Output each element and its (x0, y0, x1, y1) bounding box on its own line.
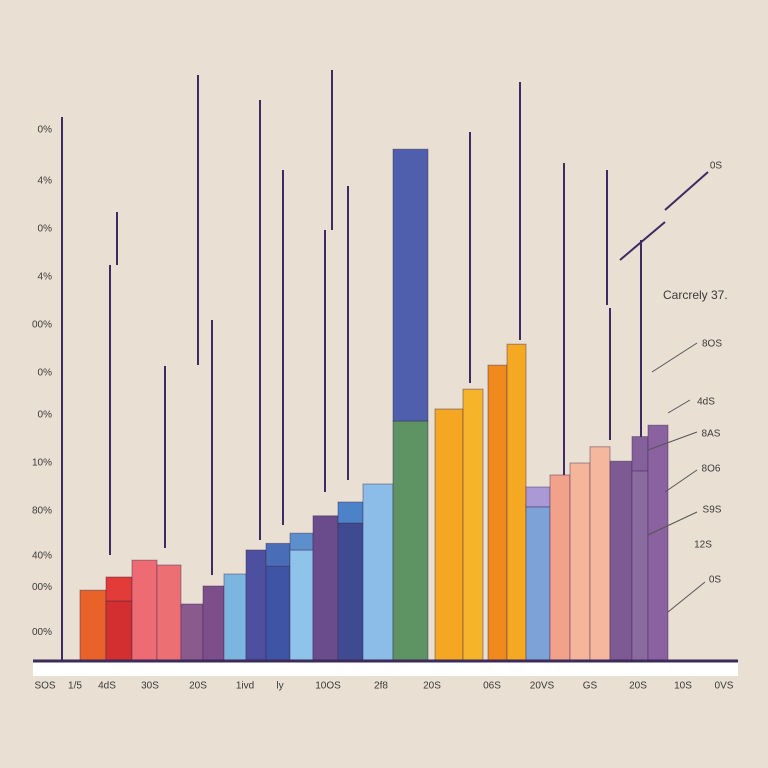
leader-line (651, 342, 698, 373)
bar-segment (525, 506, 551, 662)
x-tick-label: 20S (423, 681, 441, 692)
x-tick-label: 10S (674, 681, 692, 692)
y-tick-label: 80% (32, 506, 52, 517)
x-tick-label: 2f8 (374, 681, 388, 692)
y-tick-label: 0% (38, 368, 53, 379)
x-tick-label: 20VS (530, 681, 555, 692)
y-tick-label: 40% (32, 551, 52, 562)
x-tick-label: 20S (629, 681, 647, 692)
deco-line (664, 171, 709, 211)
bar-segment (647, 424, 669, 662)
bar-segment (223, 573, 247, 662)
annotation: 0S (710, 161, 723, 172)
bar-segment (265, 565, 291, 662)
leader-line (647, 511, 698, 536)
bar-segment (569, 462, 591, 662)
bar-segment (156, 564, 182, 662)
y-tick-label: 0% (38, 125, 53, 136)
y-tick-label: 4% (38, 176, 53, 187)
annotation: 4dS (697, 397, 715, 408)
bar-segment (392, 420, 429, 662)
deco-line (619, 221, 666, 261)
bar-segment (609, 460, 633, 662)
bar-segment (265, 542, 291, 567)
leader-line (667, 581, 706, 613)
leader-line (667, 399, 691, 414)
bar-segment (245, 549, 267, 662)
bar-segment (362, 483, 394, 662)
bar-segment (631, 436, 649, 472)
bar-segment (312, 515, 339, 662)
x-tick-label: 06S (483, 681, 501, 692)
baseline-strip (33, 662, 738, 676)
annotation: 0S (709, 575, 722, 586)
bar-segment (289, 549, 314, 662)
bars (79, 148, 669, 662)
leader-line (664, 469, 698, 493)
x-tick-label: 10OS (315, 681, 341, 692)
y-tick-label: 0% (38, 224, 53, 235)
leaders (647, 342, 706, 613)
y-tick-label: 10% (32, 458, 52, 469)
leader-line (647, 431, 698, 451)
x-tick-label: 30S (141, 681, 159, 692)
bar-segment (525, 486, 551, 508)
x-tick-label: GS (583, 681, 598, 692)
y-tick-label: 0% (38, 410, 53, 421)
bar-segment (589, 446, 611, 662)
bar-segment (289, 532, 314, 551)
x-tick-label: SOS (34, 681, 55, 692)
annotation: 12S (694, 540, 712, 551)
y-tick-label: 00% (32, 320, 52, 331)
annotation: 8AS (702, 429, 721, 440)
x-tick-label: 1ivd (236, 681, 254, 692)
x-tick-label: 20S (189, 681, 207, 692)
bar-segment (506, 343, 527, 662)
bar-segment (631, 470, 649, 662)
decorations (61, 70, 709, 661)
annotation: S9S (703, 505, 722, 516)
x-tick-label: 4dS (98, 681, 116, 692)
annotation: 8OS (702, 339, 722, 350)
bar-segment (337, 522, 364, 662)
annotation: 8O6 (702, 464, 721, 475)
bar-segment (434, 408, 464, 662)
bar-segment (105, 600, 133, 662)
x-tick-label: ly (276, 681, 283, 692)
bar-segment (392, 148, 429, 422)
bar-segment (487, 364, 508, 662)
bar-segment (337, 501, 364, 524)
bar-segment (180, 603, 204, 662)
x-tick-label: 0VS (715, 681, 734, 692)
y-tick-label: 4% (38, 272, 53, 283)
bar-segment (549, 474, 571, 662)
y-tick-label: 00% (32, 582, 52, 593)
x-tick-label: 1/5 (68, 681, 82, 692)
bar-segment (131, 559, 158, 662)
y-tick-label: 00% (32, 627, 52, 638)
bar-segment (202, 585, 225, 662)
bar-segment (105, 576, 133, 602)
bar-segment (462, 388, 484, 662)
annotation: Carcrely 37. (663, 288, 728, 302)
bar-segment (79, 589, 107, 662)
